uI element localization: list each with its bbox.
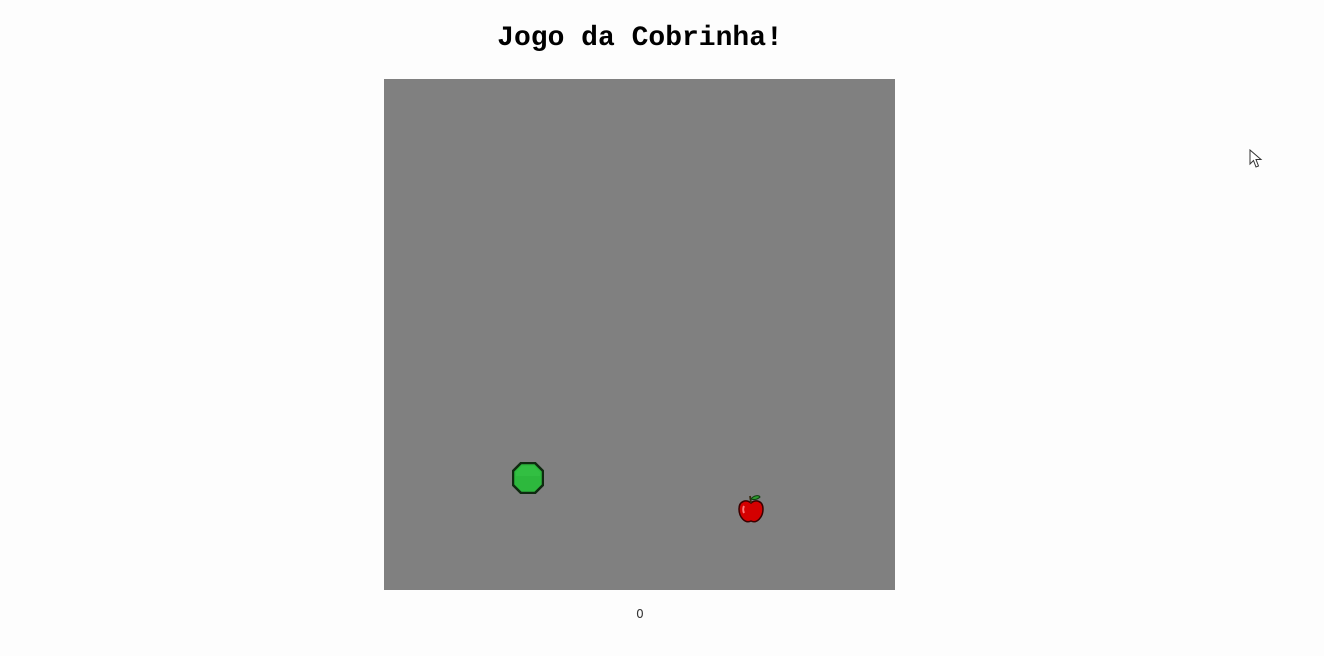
- game-title: Jogo da Cobrinha!: [497, 23, 783, 54]
- game-board[interactable]: [384, 79, 895, 590]
- apple-icon: [738, 495, 764, 523]
- snake-head-icon: [512, 462, 544, 494]
- score-counter: 0: [636, 607, 644, 621]
- mouse-cursor-icon: [1249, 149, 1263, 168]
